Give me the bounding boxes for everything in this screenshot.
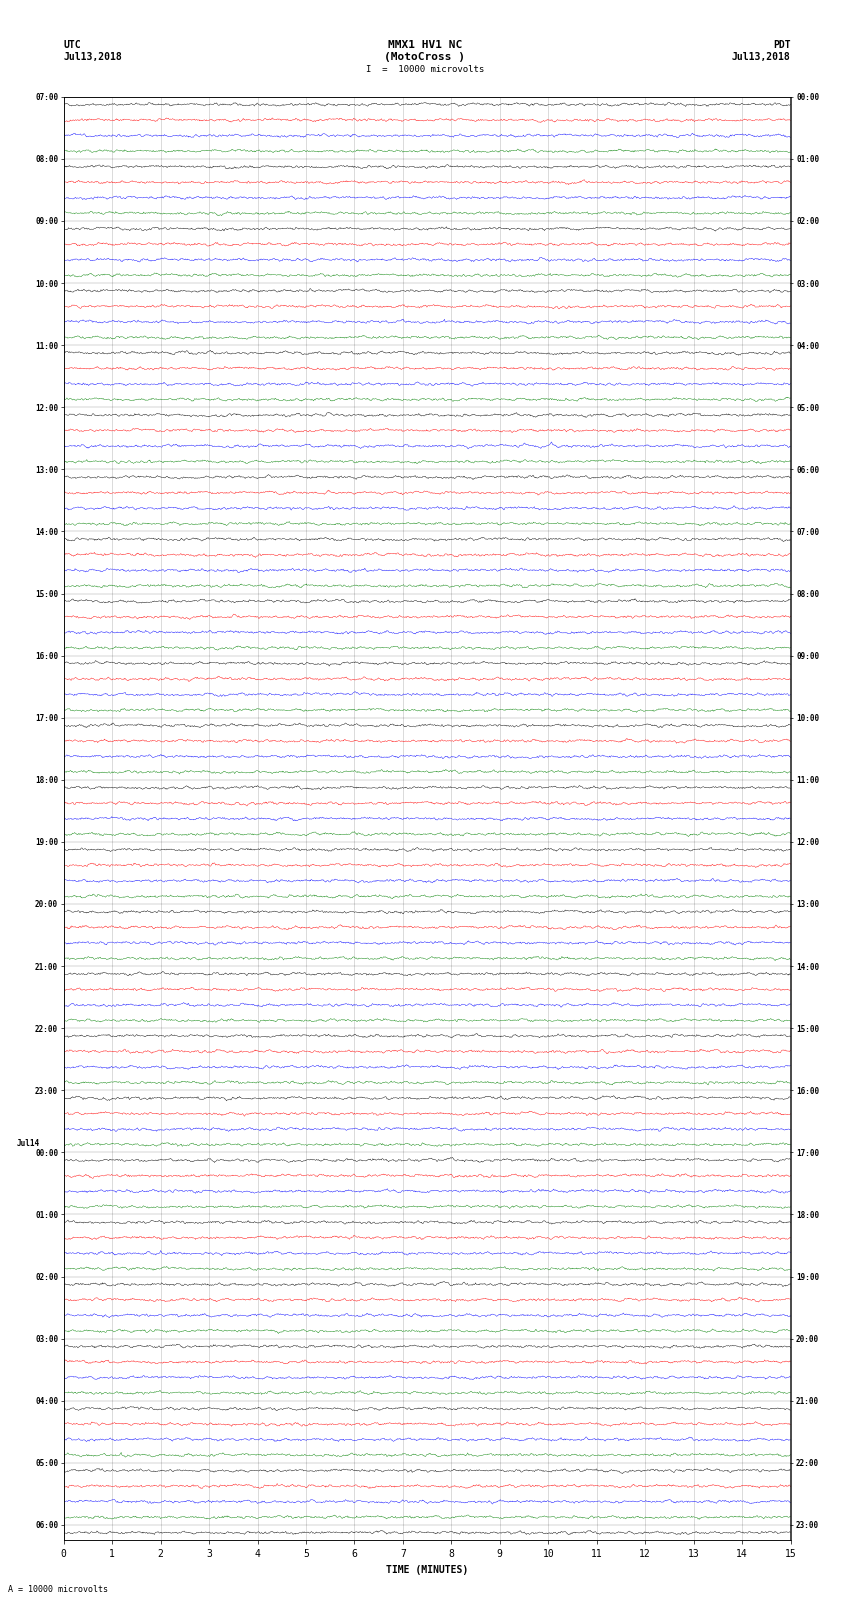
Text: A = 10000 microvolts: A = 10000 microvolts [8,1584,109,1594]
Text: Jul13,2018: Jul13,2018 [64,52,122,61]
Text: Jul13,2018: Jul13,2018 [732,52,791,61]
X-axis label: TIME (MINUTES): TIME (MINUTES) [386,1565,468,1574]
Text: MMX1 HV1 NC: MMX1 HV1 NC [388,40,462,50]
Text: (MotoCross ): (MotoCross ) [384,52,466,61]
Text: UTC: UTC [64,40,82,50]
Text: PDT: PDT [773,40,790,50]
Text: I  =  10000 microvolts: I = 10000 microvolts [366,65,484,74]
Text: Jul14: Jul14 [16,1139,39,1148]
